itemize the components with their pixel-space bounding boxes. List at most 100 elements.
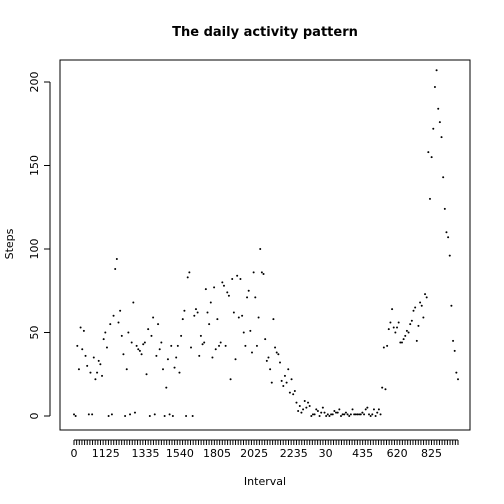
data-point <box>135 344 138 347</box>
x-tick-label: 435 <box>352 447 373 460</box>
data-point <box>409 323 412 326</box>
data-point <box>366 406 369 409</box>
data-point <box>224 344 227 347</box>
x-tick-label: 1805 <box>203 447 231 460</box>
data-point <box>145 373 148 376</box>
data-point <box>82 329 85 332</box>
data-point <box>410 319 413 322</box>
data-point <box>81 348 84 351</box>
data-point <box>89 371 92 374</box>
data-point <box>120 334 123 337</box>
data-point <box>186 276 189 279</box>
data-point <box>440 136 443 139</box>
data-point <box>250 351 253 354</box>
data-point <box>290 378 293 381</box>
data-point <box>104 331 107 334</box>
data-point <box>115 258 118 261</box>
data-point <box>214 348 217 351</box>
y-axis-label: Steps <box>3 228 16 259</box>
x-tick-label: 2025 <box>240 447 268 460</box>
y-axis: 0 50 100 150 200 <box>28 72 51 420</box>
data-point <box>381 386 384 389</box>
data-point <box>178 371 181 374</box>
data-point <box>73 413 75 416</box>
x-tick-label: 0 <box>71 447 78 460</box>
data-point <box>417 324 420 327</box>
data-point <box>117 321 120 324</box>
data-point <box>213 286 216 289</box>
data-point <box>433 86 436 89</box>
data-point <box>272 318 275 321</box>
data-point <box>339 415 342 417</box>
data-point <box>152 316 155 319</box>
data-point <box>241 314 244 317</box>
data-point <box>264 338 267 341</box>
data-point <box>234 358 237 361</box>
data-point <box>105 346 108 349</box>
data-point <box>109 323 112 326</box>
data-point <box>389 321 392 324</box>
data-point <box>452 339 455 342</box>
data-point <box>252 271 255 274</box>
data-point <box>405 329 408 332</box>
data-point <box>325 415 328 417</box>
data-point <box>219 341 222 344</box>
data-point <box>386 344 389 347</box>
data-point <box>132 301 135 304</box>
data-point <box>455 371 458 374</box>
x-tick-label: 620 <box>387 447 408 460</box>
data-point <box>400 341 403 344</box>
data-point <box>293 389 296 392</box>
data-point <box>333 409 336 412</box>
data-point <box>193 314 196 317</box>
data-point <box>394 331 397 334</box>
data-point <box>188 271 191 274</box>
data-point <box>402 338 405 341</box>
data-point <box>255 344 258 347</box>
data-point <box>428 197 431 200</box>
data-point <box>155 354 158 357</box>
data-point <box>348 415 351 417</box>
data-point <box>274 346 277 349</box>
data-point <box>246 296 249 299</box>
data-point <box>142 343 145 346</box>
data-point <box>242 331 245 334</box>
data-point <box>249 329 252 332</box>
data-point <box>283 374 286 377</box>
data-point <box>307 401 310 404</box>
data-point <box>124 415 127 417</box>
data-point <box>127 331 130 334</box>
data-point <box>173 366 176 369</box>
data-point <box>77 368 80 371</box>
data-point <box>285 381 288 384</box>
x-tick-label: 1125 <box>92 447 120 460</box>
data-point <box>229 378 232 381</box>
data-point <box>208 323 211 326</box>
data-point <box>346 413 349 416</box>
data-point <box>130 341 133 344</box>
data-point <box>226 291 229 294</box>
data-point <box>377 408 380 411</box>
data-point <box>86 364 89 367</box>
data-point <box>392 326 395 329</box>
data-point <box>391 308 394 311</box>
data-point <box>157 323 160 326</box>
data-point <box>288 391 291 394</box>
data-point <box>379 413 382 416</box>
data-point <box>368 413 370 416</box>
data-point <box>222 284 225 287</box>
data-point <box>364 408 367 411</box>
data-point <box>382 346 385 349</box>
data-point <box>119 309 122 312</box>
data-point <box>94 378 97 381</box>
data-point <box>453 349 456 352</box>
data-point <box>209 301 212 304</box>
data-point <box>110 413 113 416</box>
data-point <box>305 406 308 409</box>
data-point <box>374 415 377 417</box>
data-point <box>371 413 374 416</box>
data-point <box>353 413 356 416</box>
x-axis: 0 1125 1335 1540 1805 2025 2235 30 435 620 825 <box>71 439 459 460</box>
data-point <box>262 273 265 276</box>
